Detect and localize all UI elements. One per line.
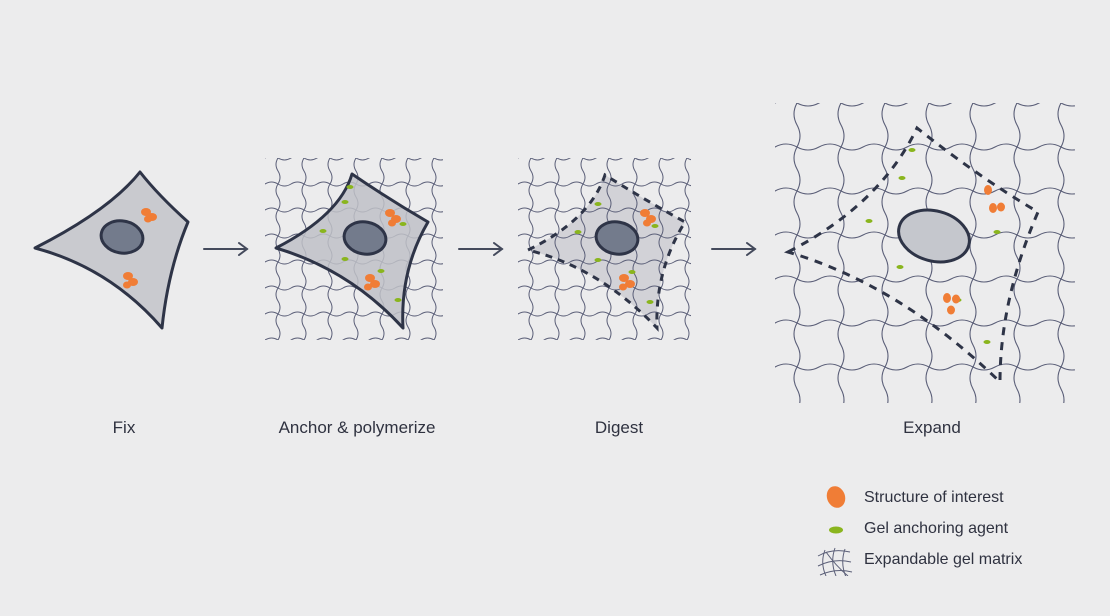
anchoring-agents — [574, 202, 659, 304]
legend-label-anchoring-agent: Gel anchoring agent — [864, 520, 1009, 537]
anchor-polymerize-stage — [265, 158, 443, 340]
step-label-digest: Digest — [594, 418, 644, 437]
structure-of-interest-cluster — [619, 209, 656, 291]
structure-of-interest-cluster — [943, 185, 1005, 315]
structure-of-interest-cluster — [364, 209, 401, 291]
expanded-cell-outline — [783, 125, 1040, 386]
step-label-expand: Expand — [903, 418, 961, 437]
nucleus — [99, 219, 145, 255]
nucleus — [897, 208, 971, 264]
anchoring-agents — [319, 185, 407, 302]
legend-label-structure: Structure of interest — [864, 489, 1004, 506]
step-label-anchor-polymerize: Anchor & polymerize — [278, 418, 436, 437]
arrow-icon — [203, 242, 249, 256]
gel-mesh-icon — [817, 547, 853, 576]
legend-label-gel-matrix: Expandable gel matrix — [864, 551, 1023, 568]
structure-of-interest-cluster — [123, 208, 157, 289]
nucleus — [342, 220, 388, 256]
orange-blob-icon — [826, 486, 846, 508]
arrow-icon — [711, 242, 757, 256]
fix-stage — [33, 170, 190, 330]
digested-cell-outline — [523, 172, 688, 332]
arrow-icon — [458, 242, 504, 256]
expand-stage — [775, 103, 1075, 403]
green-dash-icon — [829, 526, 843, 534]
step-label-fix: Fix — [112, 418, 136, 437]
nucleus — [594, 220, 640, 256]
digest-stage — [518, 158, 691, 340]
legend — [817, 486, 853, 576]
